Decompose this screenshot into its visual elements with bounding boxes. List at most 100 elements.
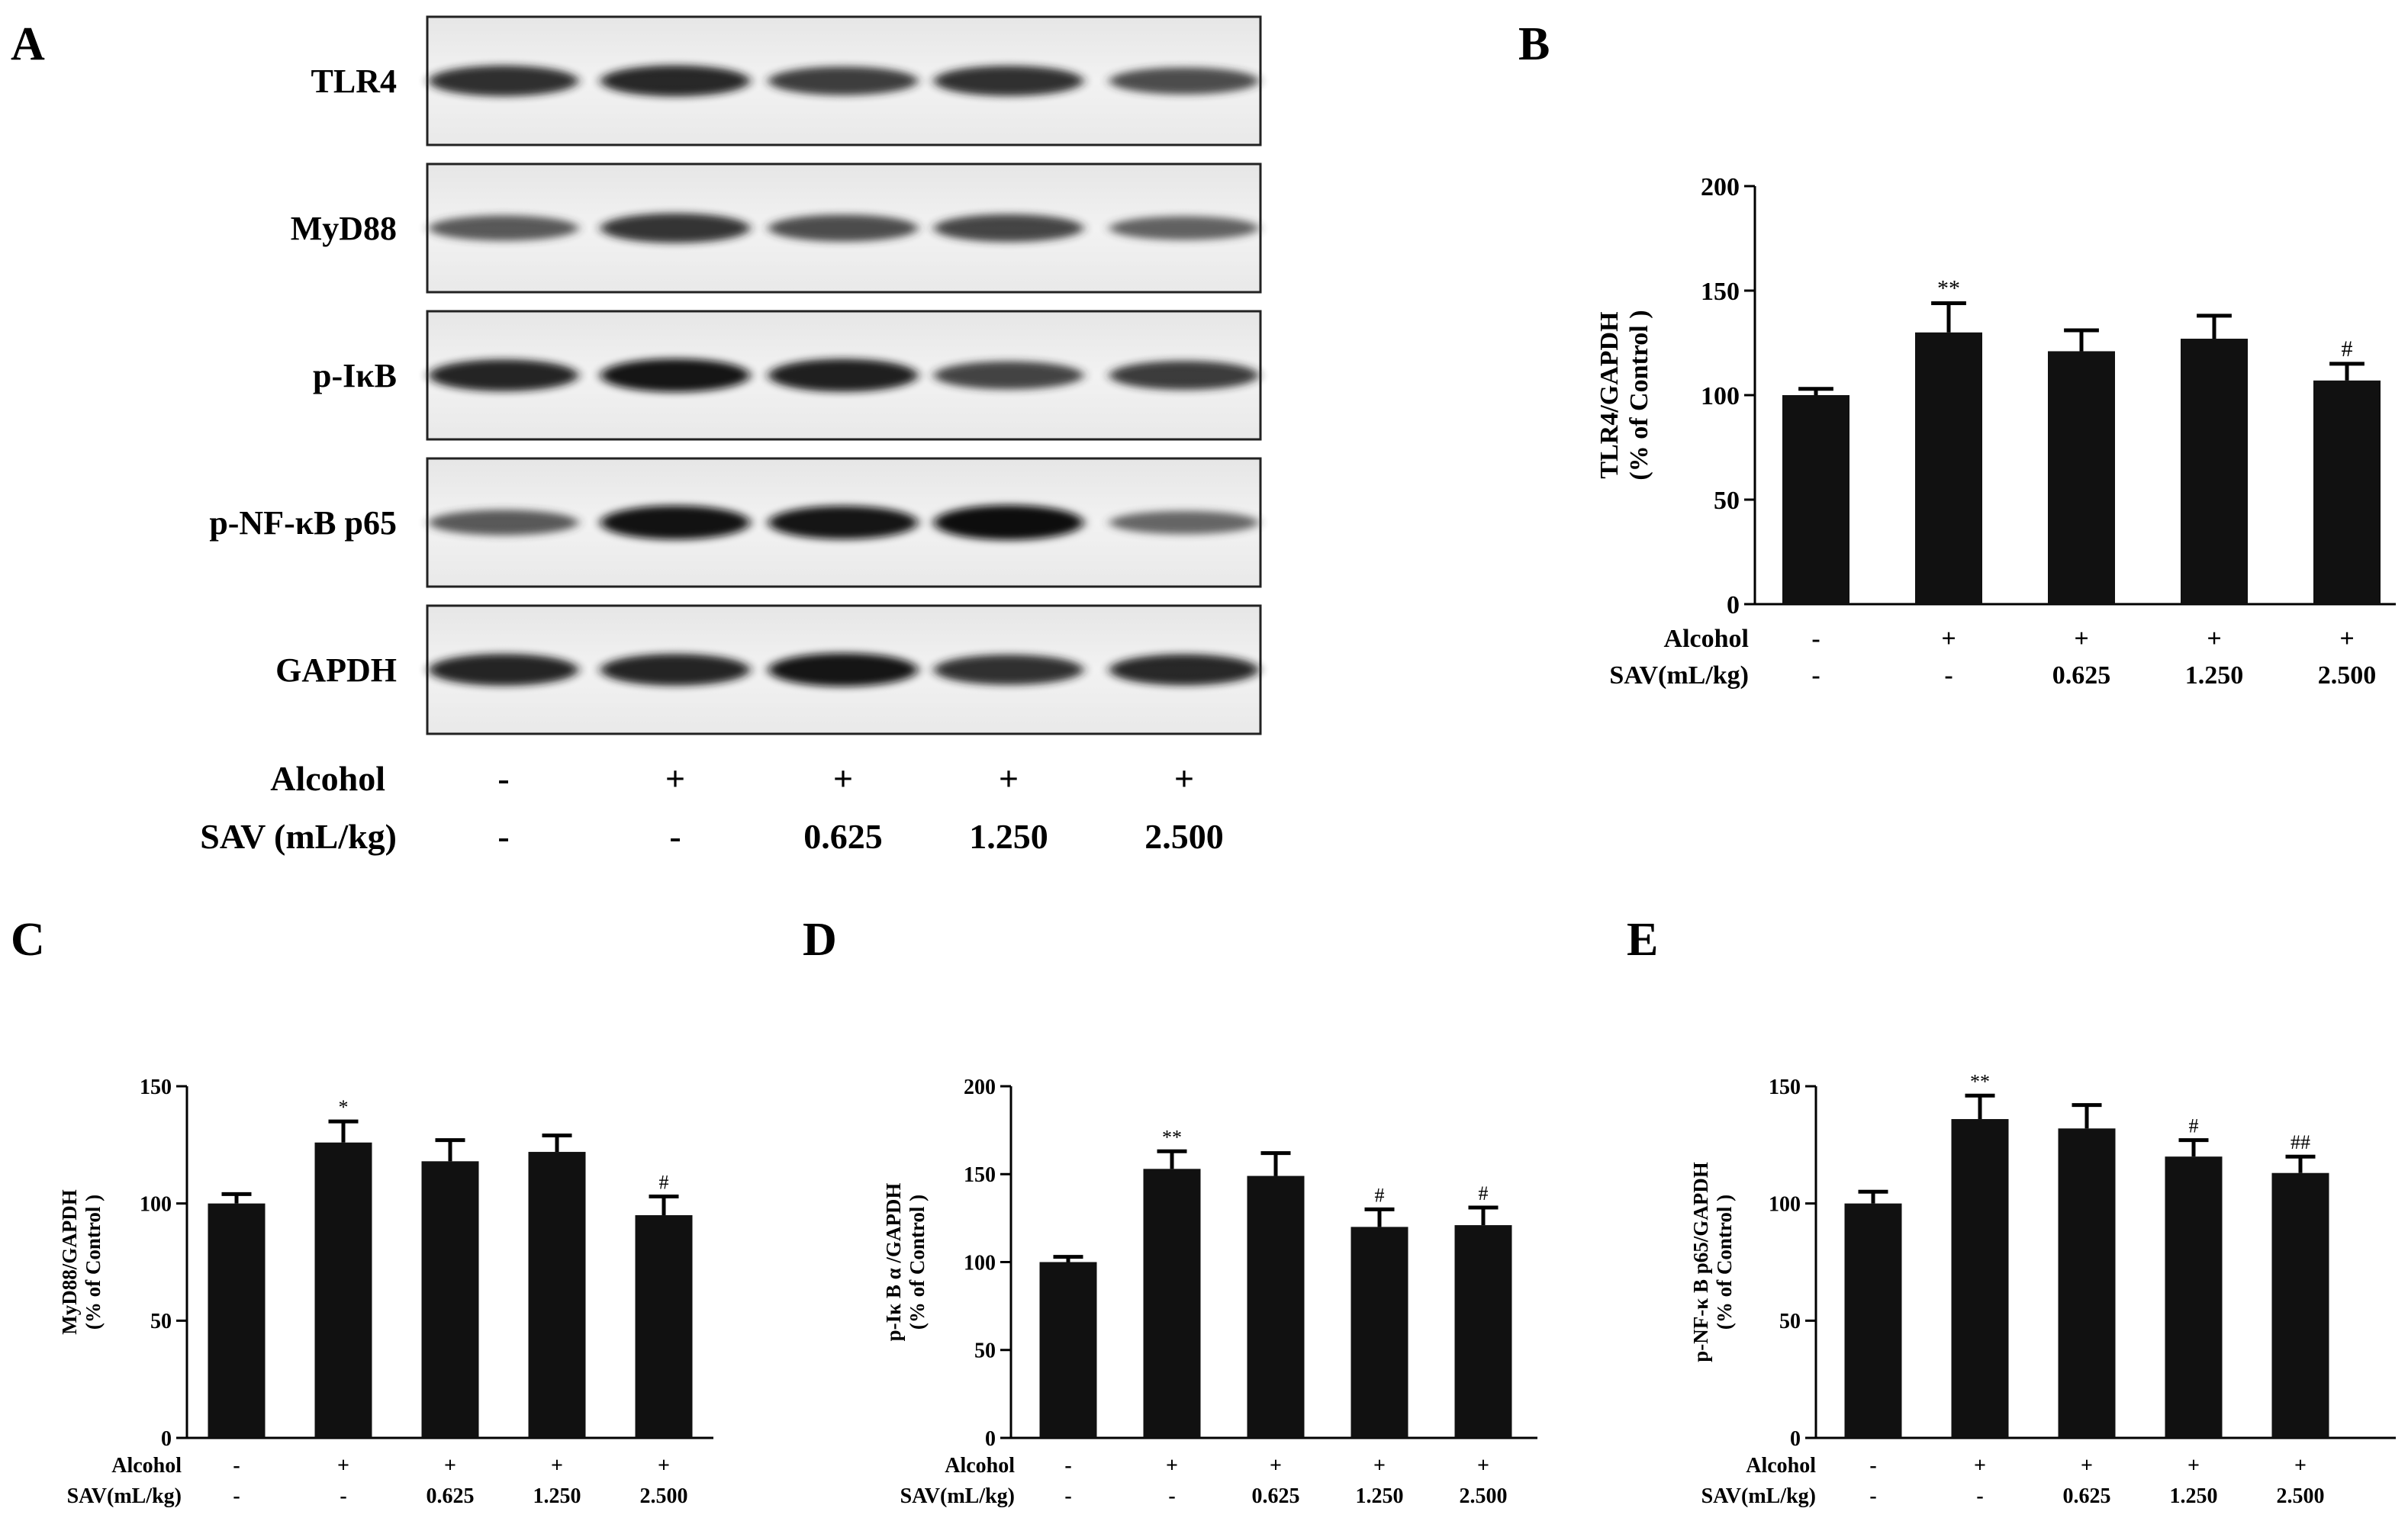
alcohol-row-label: Alcohol [111,1454,182,1478]
y-axis-label: (% of Control ) [82,1195,105,1330]
alcohol-value: + [2081,1454,2093,1478]
blot-alcohol-value: - [497,759,509,798]
significance-label: ## [2290,1131,2310,1153]
bar [314,1142,372,1438]
y-tick-label: 100 [964,1251,996,1275]
alcohol-value: - [1811,625,1820,653]
sav-value: 1.250 [2185,661,2244,690]
significance-label: # [2342,336,2353,362]
sav-value: - [1064,1484,1071,1508]
alcohol-value: + [1373,1454,1386,1478]
blot-band [429,359,578,391]
chart-d: 0 50 100 150 200 p-Iκ B α /GAPDH (% of Control… [882,1076,1537,1508]
blot-band [934,66,1083,96]
sav-value: 2.500 [1460,1484,1508,1508]
bar [1782,395,1849,604]
alcohol-value: + [2074,625,2088,653]
alcohol-row-label: Alcohol [1664,625,1749,653]
chart-c: 0 50 100 150 MyD88/GAPDH (% of Control ) - - * + -… [58,1076,713,1508]
bar [1844,1203,1902,1438]
bar [1247,1175,1305,1438]
blot-band [1109,654,1259,686]
panel-letter-d: D [803,914,837,966]
blot-sav-value: 0.625 [803,817,883,856]
blot-band [768,359,918,392]
blot-strips: TLR4 MyD88 p-IκB p-NF-κB p65 GAPDH [209,15,1262,735]
blot-band [768,506,918,539]
blot-alcohol-value: + [999,759,1019,798]
chart-e: 0 50 100 150 p-NF-κ B p65/GAPDH (% of Control… [1689,1070,2396,1508]
blot-band [934,214,1083,243]
significance-label: ** [1937,275,1960,301]
significance-label: # [2189,1115,2199,1137]
alcohol-value: - [1869,1454,1876,1478]
blot-band [768,66,918,95]
significance-label: # [659,1171,669,1193]
sav-value: 1.250 [1356,1484,1404,1508]
bar [1915,332,1982,604]
sav-value: - [340,1484,346,1508]
significance-label: ** [1970,1070,1990,1092]
blot-band [600,505,750,540]
blot-band [1109,216,1259,240]
significance-label: * [339,1096,349,1118]
blot-band [429,215,578,241]
bar [635,1215,693,1438]
bar [1454,1225,1512,1438]
sav-value: 1.250 [533,1484,581,1508]
sav-row-label: SAV(mL/kg) [67,1484,182,1508]
sav-value: 2.500 [2318,661,2377,690]
bar [208,1203,266,1438]
y-axis-label: p-NF-κ B p65/GAPDH [1689,1162,1712,1362]
alcohol-value: + [2187,1454,2200,1478]
bar [1350,1227,1408,1438]
sav-row-label: SAV(mL/kg) [1609,661,1749,690]
y-axis-label: (% of Control ) [1713,1195,1736,1330]
sav-value: - [1869,1484,1876,1508]
alcohol-value: + [444,1454,456,1478]
blot-band [600,213,750,243]
y-tick-label: 150 [140,1076,172,1099]
bar [2058,1128,2116,1438]
y-tick-label: 150 [1701,278,1740,306]
blot-alcohol-value: + [665,759,685,798]
bar [1039,1262,1097,1438]
sav-value: 1.250 [2170,1484,2218,1508]
sav-value: 0.625 [427,1484,475,1508]
blot-band [1109,510,1259,535]
sav-value: - [1944,661,1952,690]
blot-protein-label: MyD88 [291,210,397,247]
blot-band [934,505,1083,540]
y-tick-label: 100 [1769,1192,1801,1216]
y-axis-label: TLR4/GAPDH [1595,311,1624,478]
blot-band [429,65,578,97]
panel-letter-e: E [1627,914,1658,966]
alcohol-value: + [658,1454,670,1478]
y-tick-label: 50 [974,1340,996,1363]
blot-band [429,510,578,535]
alcohol-value: + [1941,625,1956,653]
blot-band [1109,67,1259,95]
alcohol-value: - [1064,1454,1071,1478]
alcohol-value: + [1974,1454,1986,1478]
blot-band [934,361,1083,390]
blot-band [600,359,750,392]
blot-sav-value: 1.250 [969,817,1048,856]
bar [1143,1169,1201,1438]
y-tick-label: 150 [964,1163,996,1187]
western-blot: TLR4 MyD88 p-IκB p-NF-κB p65 GAPDH Alcohol S… [200,15,1262,856]
y-tick-label: 0 [1727,591,1740,619]
y-tick-label: 100 [140,1192,172,1216]
blot-protein-label: p-NF-κB p65 [209,504,397,542]
panel-letter-c: C [11,914,45,966]
alcohol-value: + [2294,1454,2307,1478]
y-tick-label: 200 [1701,173,1740,201]
bar [2181,339,2248,604]
blot-sav-value: 2.500 [1144,817,1224,856]
blot-band [768,214,918,242]
y-tick-label: 50 [1779,1310,1801,1333]
alcohol-value: + [1166,1454,1178,1478]
sav-value: 0.625 [1252,1484,1300,1508]
blot-protein-label: p-IκB [313,357,397,394]
y-axis-label: MyD88/GAPDH [58,1189,81,1334]
